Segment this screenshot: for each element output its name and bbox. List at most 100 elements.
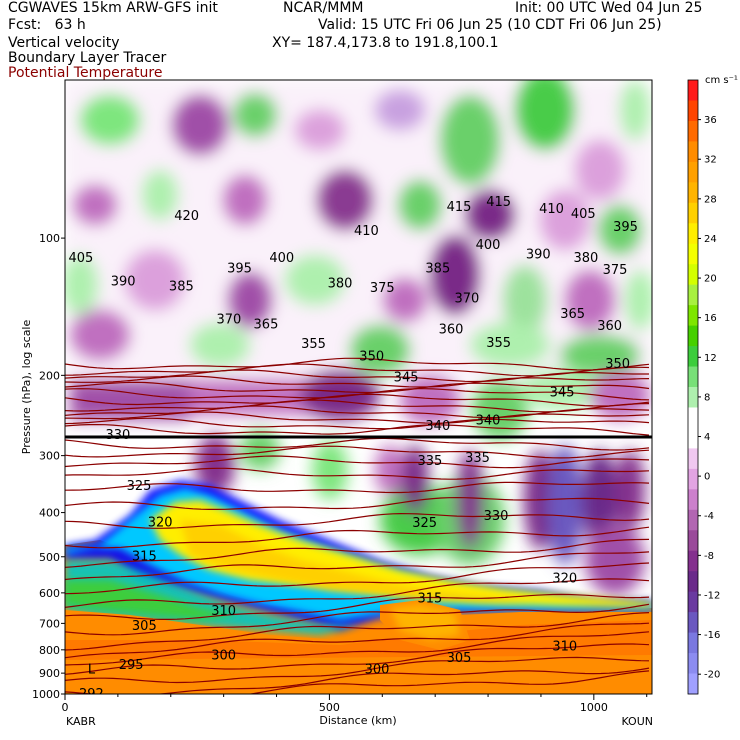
x-tick-label: 500 bbox=[319, 701, 340, 714]
theta-contour bbox=[65, 417, 650, 430]
theta-contour bbox=[65, 437, 650, 451]
y-tick-label: 700 bbox=[39, 617, 60, 630]
potential-temperature-labels: 420 415 415 410 405 395 410 405 400 400 395 390 385 3… bbox=[68, 195, 638, 702]
forecast-hour: Fcst: 63 h bbox=[8, 17, 86, 33]
model-title: CGWAVES 15km ARW-GFS init bbox=[8, 0, 218, 16]
theta-contour bbox=[65, 369, 649, 383]
colorbar-swatch bbox=[688, 612, 698, 634]
theta-label: 415 bbox=[447, 200, 472, 215]
colorbar-swatch bbox=[688, 427, 698, 449]
theta-label: 345 bbox=[550, 385, 575, 400]
colorbar-tick-label: -4 bbox=[704, 511, 714, 522]
colorbar-swatch bbox=[688, 407, 698, 429]
x-tick-label: 1000 bbox=[580, 701, 608, 714]
colorbar-tick-label: 36 bbox=[704, 115, 717, 126]
colorbar-swatch bbox=[688, 141, 698, 163]
theta-label: 330 bbox=[105, 428, 130, 443]
theta-contour bbox=[65, 405, 650, 419]
colorbar-swatch bbox=[688, 632, 698, 654]
theta-contour bbox=[65, 411, 650, 424]
theta-contour bbox=[65, 455, 650, 469]
theta-contour bbox=[65, 467, 650, 480]
theta-label: 320 bbox=[552, 571, 577, 586]
theta-contour bbox=[65, 656, 650, 684]
theta-label: 340 bbox=[425, 419, 450, 434]
colorbar-swatch bbox=[688, 530, 698, 552]
colorbar-tick-label: 8 bbox=[704, 392, 710, 403]
field-potential-temperature: Potential Temperature bbox=[8, 65, 163, 81]
field-boundary-layer-tracer: Boundary Layer Tracer bbox=[8, 50, 167, 66]
theta-contour bbox=[65, 538, 650, 568]
theta-contour bbox=[65, 512, 650, 529]
field-vertical-velocity: Vertical velocity bbox=[8, 35, 120, 51]
colorbar-tick-label: 4 bbox=[704, 432, 710, 443]
theta-label: 405 bbox=[571, 207, 596, 222]
theta-label: 295 bbox=[119, 658, 144, 673]
theta-label: 320 bbox=[148, 515, 173, 530]
theta-label: 410 bbox=[354, 224, 379, 239]
theta-label: 315 bbox=[417, 592, 442, 607]
theta-label: 365 bbox=[560, 307, 585, 322]
theta-label: 300 bbox=[365, 663, 390, 678]
plot-frame bbox=[64, 79, 653, 695]
y-tick-label: 400 bbox=[39, 507, 60, 520]
theta-label: 335 bbox=[417, 454, 442, 469]
theta-label: 355 bbox=[486, 336, 511, 351]
theta-label: 415 bbox=[486, 195, 511, 210]
y-tick-label: 200 bbox=[39, 369, 60, 382]
theta-label: 410 bbox=[539, 202, 564, 217]
theta-label: 305 bbox=[447, 651, 472, 666]
theta-label: 400 bbox=[269, 251, 294, 266]
right-endpoint-label: KOUN bbox=[621, 715, 653, 728]
colorbar-swatch bbox=[688, 653, 698, 675]
colorbar-swatch bbox=[688, 366, 698, 388]
theta-label: 385 bbox=[169, 279, 194, 294]
theta-label: 375 bbox=[603, 263, 628, 278]
colorbar-frame bbox=[687, 79, 699, 695]
colorbar-swatch bbox=[688, 448, 698, 470]
theta-label: 355 bbox=[301, 337, 326, 352]
colorbar-tick-label: 16 bbox=[704, 313, 717, 324]
theta-contour bbox=[65, 445, 650, 459]
colorbar-swatch bbox=[688, 387, 698, 408]
colorbar-tick-label: -12 bbox=[704, 590, 720, 601]
theta-contour bbox=[65, 603, 650, 636]
theta-label: 395 bbox=[613, 220, 638, 235]
theta-label: 380 bbox=[328, 276, 353, 291]
theta-label: 390 bbox=[111, 275, 136, 290]
colorbar: 36 32 28 24 20 16 12 8 4 0 -4 -8 -12 -16 -20 bbox=[687, 79, 720, 695]
x-axis: 0 500 1000 bbox=[62, 694, 648, 714]
colorbar-tick-label: -16 bbox=[704, 630, 720, 641]
y-tick-label: 600 bbox=[39, 587, 60, 600]
theta-label: 310 bbox=[211, 604, 236, 619]
theta-label: 345 bbox=[394, 370, 419, 385]
theta-label: 370 bbox=[454, 292, 479, 307]
colorbar-swatch bbox=[688, 284, 698, 306]
theta-label: 315 bbox=[132, 550, 157, 565]
theta-label: 325 bbox=[127, 479, 152, 494]
cross-section-endpoints: XY= 187.4,173.8 to 191.8,100.1 bbox=[272, 35, 499, 51]
theta-contour bbox=[65, 612, 650, 651]
colorbar-swatch bbox=[688, 161, 698, 183]
y-tick-label: 500 bbox=[39, 551, 60, 564]
theta-label: 380 bbox=[573, 251, 598, 266]
theta-contour bbox=[65, 622, 650, 659]
theta-label: 390 bbox=[526, 247, 551, 262]
theta-label: 370 bbox=[217, 312, 242, 327]
potential-temperature-contours bbox=[65, 357, 650, 694]
theta-label: 420 bbox=[174, 209, 199, 224]
theta-contour bbox=[65, 393, 650, 407]
colorbar-tick-label: 12 bbox=[704, 353, 717, 364]
colorbar-tick-label: -20 bbox=[704, 670, 720, 681]
organization-label: NCAR/MMM bbox=[283, 0, 364, 16]
y-axis: 100 200 300 400 500 600 700 800 900 1000 bbox=[32, 232, 65, 701]
theta-label: 292 bbox=[79, 687, 104, 702]
colorbar-swatch bbox=[688, 325, 698, 347]
colorbar-swatch bbox=[688, 509, 698, 531]
theta-label: 300 bbox=[211, 649, 236, 664]
colorbar-unit: cm s⁻¹ bbox=[705, 75, 738, 86]
colorbar-swatch bbox=[688, 100, 698, 122]
colorbar-swatch bbox=[688, 591, 698, 613]
colorbar-tick-label: 20 bbox=[704, 274, 717, 285]
